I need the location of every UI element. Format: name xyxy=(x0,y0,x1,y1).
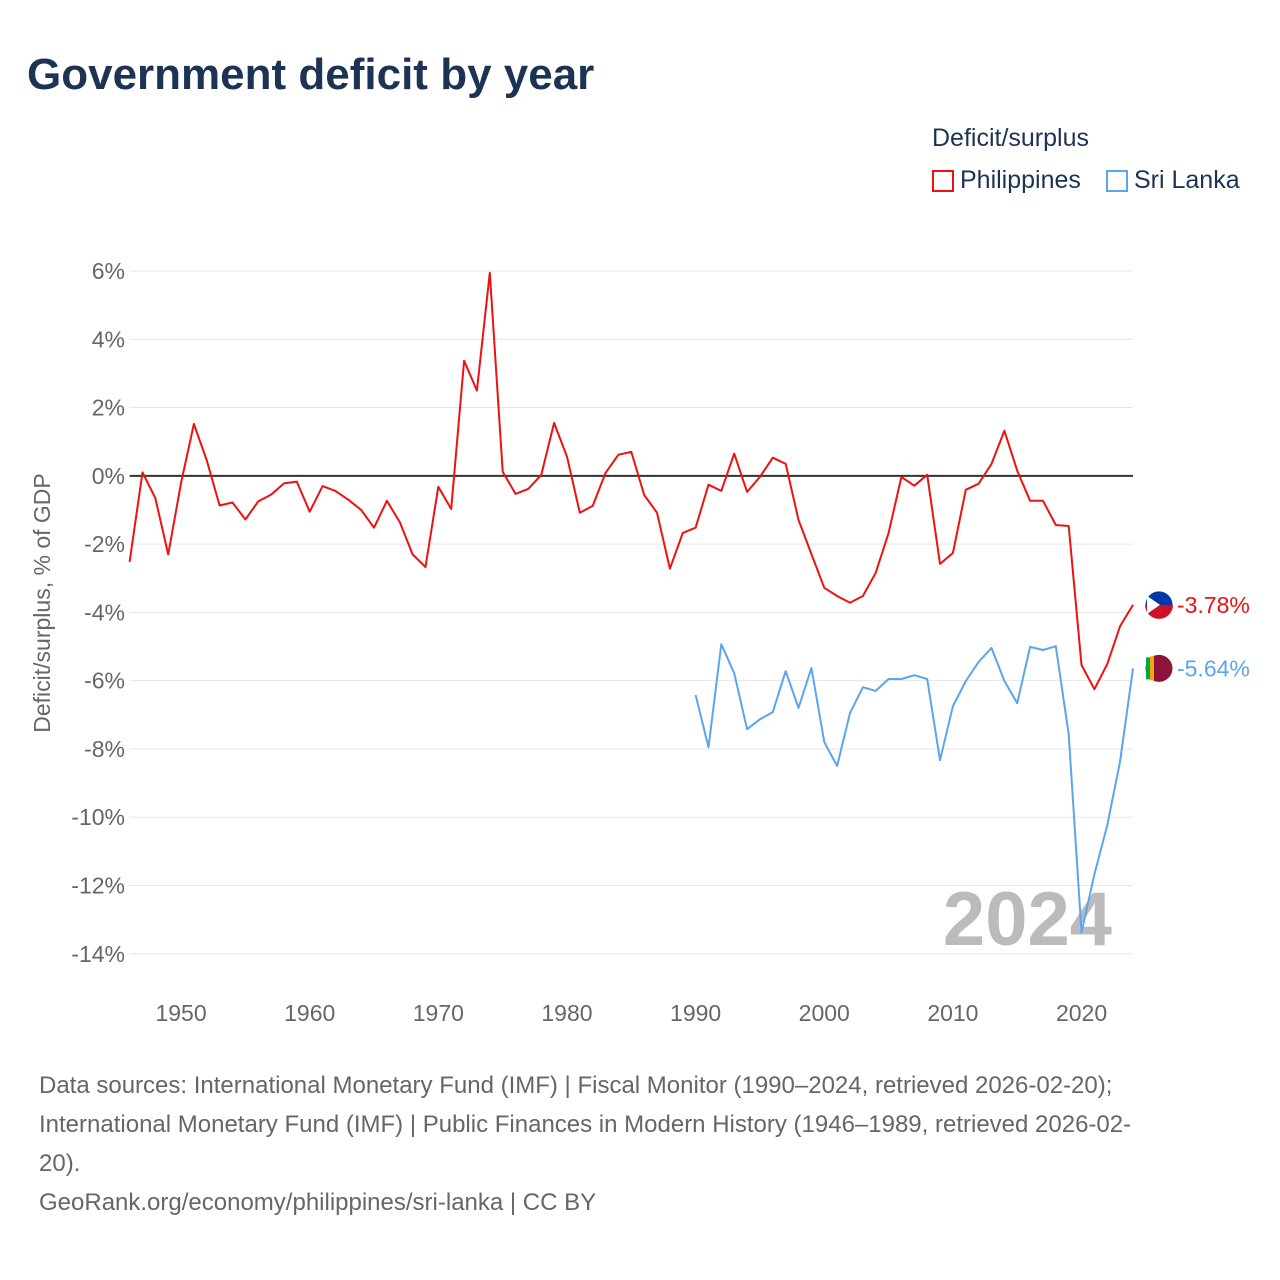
legend-item-philippines[interactable]: Philippines xyxy=(932,166,1081,195)
flag-icon-part xyxy=(1150,656,1154,681)
y-axis-label: Deficit/surplus, % of GDP xyxy=(29,473,55,732)
source-notes: Data sources: International Monetary Fun… xyxy=(39,1066,1239,1222)
legend-item-sri-lanka[interactable]: Sri Lanka xyxy=(1106,166,1240,195)
source-link[interactable]: GeoRank.org/economy/philippines/sri-lank… xyxy=(39,1189,597,1216)
year-watermark: 2024 xyxy=(943,877,1112,962)
legend-label: Philippines xyxy=(960,166,1081,194)
y-tick-label: -2% xyxy=(84,531,125,557)
series-line-philippines xyxy=(128,271,1134,691)
source-line: International Monetary Fund (IMF) | Publ… xyxy=(39,1111,1132,1138)
legend-swatch xyxy=(932,169,954,192)
flag-icon-part xyxy=(1146,657,1150,680)
source-line: 20). xyxy=(39,1150,81,1177)
y-tick-label: 2% xyxy=(92,395,125,421)
flag-icon-part xyxy=(1147,595,1160,614)
x-tick-label: 1970 xyxy=(413,1000,464,1026)
legend-title: Deficit/surplus xyxy=(932,124,1089,152)
end-value-label: -5.64% xyxy=(1177,655,1250,681)
y-tick-label: -8% xyxy=(84,736,125,762)
y-tick-label: 6% xyxy=(92,258,125,284)
x-tick-label: 1980 xyxy=(541,1000,592,1026)
y-tick-label: 4% xyxy=(92,326,125,352)
line-chart: 6% 4% 2% 0% -2% -4% -6% -8% -10% -12% -14% 1950 1960… xyxy=(29,258,1250,1026)
x-tick-label: 2000 xyxy=(799,1000,850,1026)
source-line: Data sources: International Monetary Fun… xyxy=(39,1072,1113,1099)
x-tick-label: 1950 xyxy=(155,1000,206,1026)
chart-title: Government deficit by year xyxy=(27,50,595,99)
y-tick-label: -10% xyxy=(71,804,125,830)
legend-label: Sri Lanka xyxy=(1134,166,1240,194)
y-tick-label: -4% xyxy=(84,599,125,625)
x-tick-label: 1960 xyxy=(284,1000,335,1026)
x-tick-label: 1990 xyxy=(670,1000,721,1026)
y-tick-label: 0% xyxy=(92,463,125,489)
y-tick-label: -12% xyxy=(71,873,125,899)
y-tick-label: -6% xyxy=(84,668,125,694)
x-tick-label: 2010 xyxy=(927,1000,978,1026)
end-value-label: -3.78% xyxy=(1177,592,1250,618)
x-tick-label: 2020 xyxy=(1056,1000,1107,1026)
y-tick-label: -14% xyxy=(71,941,125,967)
legend-swatch xyxy=(1106,169,1128,192)
